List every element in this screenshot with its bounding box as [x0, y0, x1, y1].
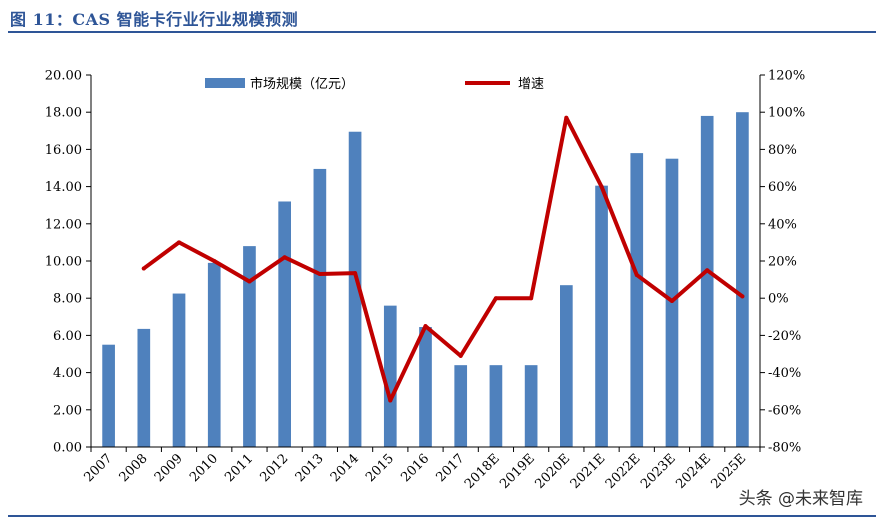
x-tick-label: 2023E	[638, 451, 679, 492]
x-tick-label: 2018E	[462, 451, 503, 492]
figure-title: 图 11：CAS 智能卡行业行业规模预测	[10, 10, 299, 29]
bar-2025E	[736, 112, 749, 447]
left-tick-label: 4.00	[53, 366, 82, 381]
growth-point-2011	[247, 279, 252, 284]
bar-2010	[207, 262, 221, 447]
x-tick-label: 2024E	[673, 451, 714, 492]
bar-2016	[419, 327, 432, 447]
x-tick-label: 2020E	[532, 451, 573, 492]
bar-2024E	[700, 115, 714, 448]
x-tick-label: 2010	[187, 451, 221, 485]
left-tick-label: 14.00	[45, 180, 82, 195]
growth-point-2023E	[669, 298, 674, 303]
left-tick-label: 0.00	[53, 441, 82, 456]
legend: 市场规模（亿元） 增速	[205, 76, 544, 92]
right-tick-label: 20%	[768, 255, 797, 270]
growth-point-2008	[141, 266, 146, 271]
left-tick-label: 12.00	[45, 217, 82, 232]
bar-2022E	[630, 153, 644, 447]
bar-2013	[313, 168, 327, 447]
growth-point-2014	[353, 271, 358, 276]
growth-point-2017	[458, 353, 463, 358]
bar-2008	[137, 328, 151, 447]
right-tick-label: 60%	[768, 180, 797, 195]
left-tick-label: 16.00	[45, 143, 82, 158]
growth-point-2024E	[705, 268, 710, 273]
x-tick-label: 2016	[398, 451, 432, 485]
growth-point-2012	[282, 255, 287, 260]
watermark: 头条 @未来智库	[736, 484, 865, 509]
legend-bar-label: 市场规模（亿元）	[250, 76, 354, 92]
right-tick-label: 120%	[768, 69, 805, 84]
bars-group	[102, 112, 749, 448]
bar-2007	[102, 344, 115, 447]
growth-point-2018E	[493, 296, 498, 301]
x-tick-label: 2012	[257, 451, 291, 485]
x-tick-label: 2015	[363, 451, 397, 485]
growth-point-2021E	[599, 184, 604, 189]
x-tick-label: 2022E	[603, 451, 644, 492]
right-tick-label: 40%	[768, 217, 797, 232]
right-tick-label: -80%	[768, 441, 801, 456]
right-tick-label: -60%	[768, 403, 801, 418]
growth-point-2013	[317, 272, 322, 277]
left-tick-label: 2.00	[53, 403, 82, 418]
growth-line-group	[141, 115, 745, 403]
bar-2020E	[560, 285, 573, 447]
bottom-rule	[8, 515, 876, 517]
bar-2011	[243, 246, 256, 447]
x-tick-label: 2013	[293, 451, 327, 485]
x-tick-label: 2011	[222, 451, 256, 485]
bar-2015	[383, 305, 397, 447]
bar-2019E	[524, 365, 538, 447]
right-tick-label: -20%	[768, 329, 801, 344]
bar-2014	[348, 131, 362, 448]
x-tick-label: 2008	[117, 451, 151, 485]
right-tick-label: -40%	[768, 366, 801, 381]
right-tick-label: 80%	[768, 143, 797, 158]
x-tick-label: 2021E	[568, 451, 609, 492]
legend-line-label: 增速	[518, 77, 544, 92]
growth-line	[141, 115, 745, 403]
growth-point-2019E	[529, 296, 534, 301]
growth-point-2022E	[634, 272, 639, 277]
growth-point-2009	[177, 240, 182, 245]
bar-2017	[454, 365, 468, 447]
title-underline	[8, 31, 876, 33]
x-tick-label: 2019E	[497, 451, 538, 492]
bar-2021E	[595, 185, 608, 448]
bar-2018E	[489, 365, 503, 447]
x-tick-label: 2007	[81, 451, 115, 485]
x-tick-label: 2014	[328, 451, 362, 485]
growth-point-2015	[388, 398, 393, 403]
growth-point-2016	[423, 324, 428, 329]
bar-2009	[172, 293, 186, 447]
right-tick-label: 0%	[768, 292, 789, 307]
bar-2012	[278, 201, 291, 447]
left-tick-label: 18.00	[45, 106, 82, 121]
growth-point-2020E	[564, 115, 569, 120]
growth-point-2025E	[740, 294, 745, 299]
left-tick-label: 10.00	[45, 255, 82, 270]
left-tick-label: 6.00	[53, 329, 82, 344]
right-tick-label: 100%	[768, 106, 805, 121]
left-tick-label: 8.00	[53, 292, 82, 307]
x-tick-label: 2009	[152, 451, 186, 485]
growth-point-2010	[212, 259, 217, 263]
legend-bar-swatch	[205, 78, 245, 88]
left-tick-label: 20.00	[45, 69, 82, 84]
